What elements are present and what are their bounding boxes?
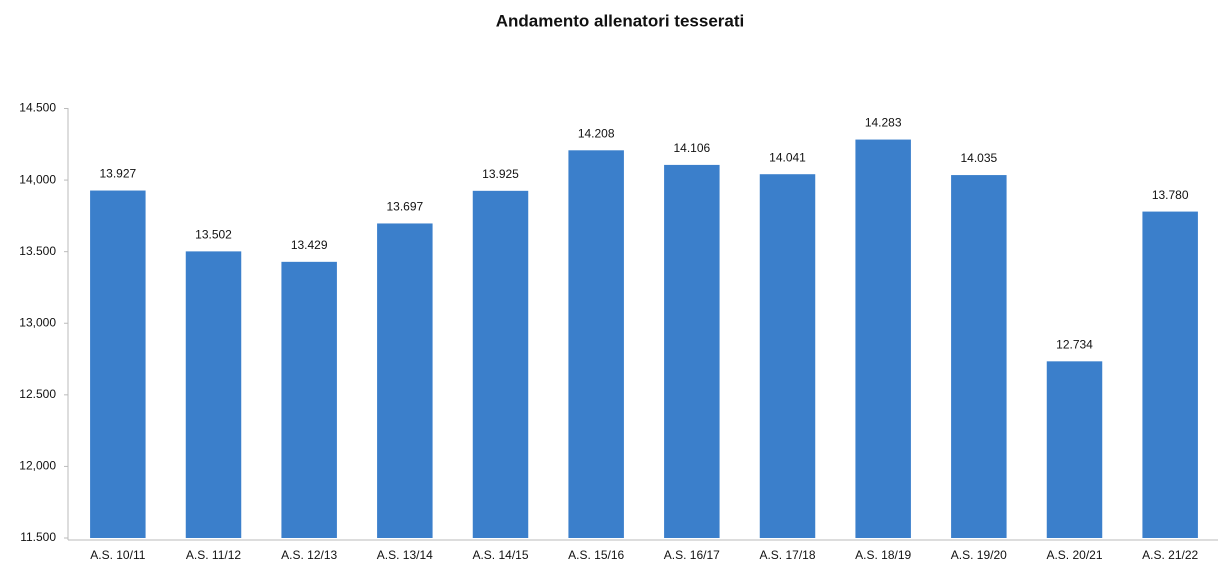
y-tick-label: 12.500 (19, 387, 56, 401)
x-tick-label: A.S. 15/16 (568, 548, 624, 562)
bar (185, 251, 242, 538)
data-label: 14.041 (769, 150, 806, 164)
data-label: 14.208 (578, 126, 615, 140)
bar (90, 190, 146, 539)
data-label: 13.502 (195, 228, 232, 242)
bar (664, 164, 720, 539)
data-label: 13.780 (1152, 188, 1189, 202)
y-tick-label: 11.500 (20, 530, 56, 544)
bar (377, 223, 433, 538)
data-label: 14.106 (673, 141, 710, 155)
x-tick-label: A.S. 12/13 (281, 548, 337, 562)
bar (855, 139, 911, 538)
data-label: 13.925 (482, 167, 519, 181)
y-tick-label: 13.500 (19, 244, 56, 258)
x-tick-label: A.S. 10/11 (90, 548, 145, 562)
bar (472, 190, 529, 538)
y-tick-label: 12,000 (19, 459, 56, 473)
y-tick-label: 14.500 (19, 101, 56, 115)
y-tick-label: 14,000 (19, 172, 56, 186)
bar (281, 261, 337, 538)
bar (568, 150, 624, 538)
x-tick-label: A.S. 21/22 (1142, 548, 1198, 562)
bar (1046, 361, 1103, 538)
data-label: 13.697 (386, 200, 423, 214)
bar (951, 175, 1007, 538)
x-tick-label: A.S. 16/17 (664, 548, 720, 562)
bar (759, 174, 816, 538)
data-label: 13.429 (291, 238, 328, 252)
x-tick-label: A.S. 11/12 (186, 548, 241, 562)
x-tick-label: A.S. 19/20 (951, 548, 1007, 562)
x-tick-label: A.S. 17/18 (759, 548, 815, 562)
y-tick-label: 13,000 (19, 315, 56, 329)
x-tick-label: A.S. 18/19 (855, 548, 911, 562)
bar (1142, 211, 1198, 538)
x-tick-label: A.S. 13/14 (377, 548, 433, 562)
data-label: 14.035 (960, 151, 997, 165)
x-tick-label: A.S. 20/21 (1046, 548, 1102, 562)
data-label: 13.927 (99, 167, 136, 181)
chart-title: Andamento allenatori tesserati (496, 11, 744, 30)
x-tick-label: A.S. 14/15 (472, 548, 528, 562)
data-label: 14.283 (865, 116, 902, 130)
data-label: 12.734 (1056, 338, 1093, 352)
